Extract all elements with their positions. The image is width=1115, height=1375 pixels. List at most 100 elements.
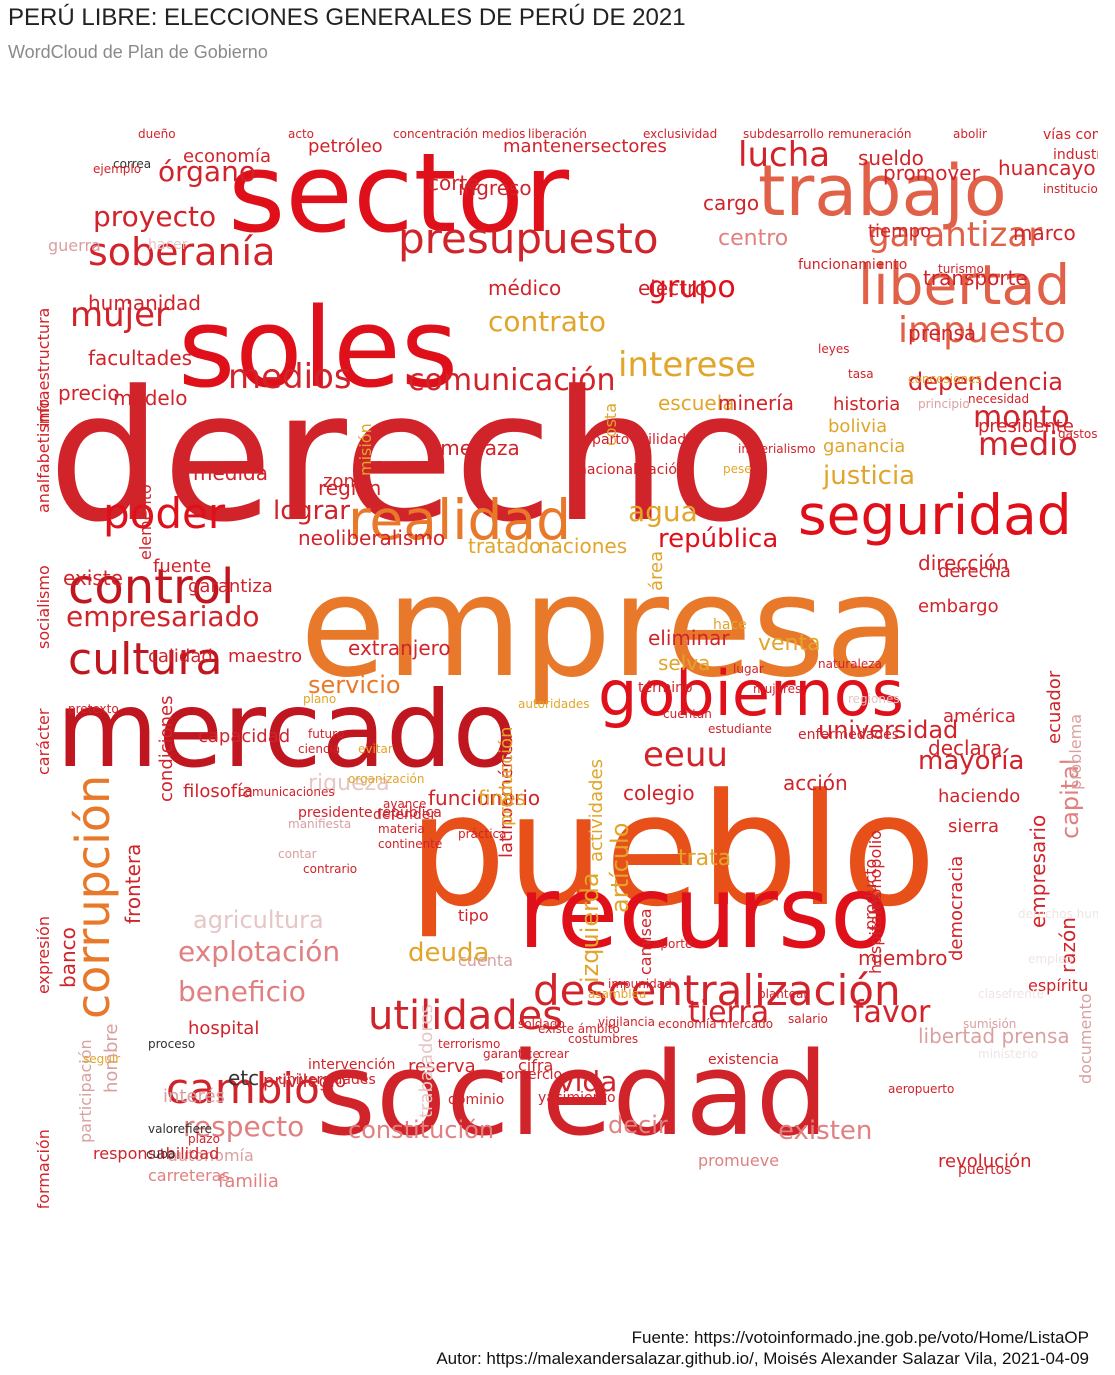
cloud-word: eeuu: [643, 735, 728, 775]
cloud-word: materia: [378, 822, 425, 836]
cloud-word: cifra: [518, 1056, 554, 1075]
cloud-word: cuenta: [458, 951, 513, 970]
cloud-word: escuela: [658, 391, 735, 415]
cloud-word: prensa: [908, 321, 977, 345]
cloud-word: dominio: [448, 1092, 505, 1108]
word-cloud: derecho empresa pueblo sociedad sector soles m…: [18, 118, 1098, 1208]
cloud-word: tipo: [458, 906, 489, 925]
cloud-word: proceso: [148, 1037, 196, 1051]
cloud-word: término: [638, 680, 693, 696]
cloud-word: amenaza: [428, 436, 520, 460]
cloud-word: historia: [833, 394, 901, 415]
cloud-word: analfabetismo: [34, 398, 53, 513]
cloud-word: médico: [488, 276, 562, 300]
cloud-word: beneficio: [178, 975, 306, 1008]
cloud-word: embargo: [918, 596, 999, 617]
cloud-word: ecuador: [1044, 670, 1065, 744]
cloud-word: centro: [718, 226, 789, 251]
cloud-word: problema: [1066, 713, 1085, 790]
cloud-word: fuente: [153, 556, 212, 577]
cloud-word: artículo: [606, 822, 634, 914]
cloud-word: lugar: [733, 662, 764, 676]
cloud-word: documento: [1076, 993, 1095, 1085]
cloud-word: existe: [63, 566, 123, 590]
cloud-word: interese: [618, 345, 757, 385]
cloud-word: derecha: [938, 561, 1011, 582]
cloud-word: gastos: [1058, 427, 1098, 441]
cloud-word: responsabilidad: [93, 1144, 220, 1163]
cloud-word: filosofía: [183, 781, 254, 802]
cloud-word: gobiernos: [598, 657, 904, 730]
cloud-word: abolir: [953, 127, 987, 141]
cloud-word: remuneración: [828, 127, 912, 141]
cloud-word: mercado: [56, 669, 517, 791]
cloud-word: garantizar: [868, 215, 1043, 255]
cloud-word: medio: [978, 425, 1078, 463]
cloud-word: revolución: [938, 1151, 1032, 1172]
cloud-word: justicia: [823, 461, 916, 491]
cloud-word: presupuesto: [398, 214, 659, 263]
author-caption: Autor: https://malexandersalazar.github.…: [436, 1349, 1089, 1368]
cloud-word: ministerio: [978, 1047, 1038, 1061]
cloud-word: mujeres: [753, 682, 802, 696]
cloud-word: neoliberalismo: [298, 526, 446, 550]
cloud-word: deuda: [408, 938, 490, 968]
cloud-word: socialismo: [34, 565, 53, 649]
cloud-word: declara: [928, 736, 1003, 760]
cloud-word: región: [318, 476, 382, 500]
cloud-word: dueño: [138, 127, 176, 141]
cloud-word: clase: [978, 987, 1009, 1001]
cloud-word: plantear: [758, 987, 809, 1001]
cloud-word: empleo: [1028, 952, 1073, 966]
cloud-word: presidente república: [298, 805, 442, 821]
cloud-word: agricultura: [193, 906, 324, 934]
cloud-word: seguir: [83, 1052, 121, 1066]
chart-subtitle: WordCloud de Plan de Gobierno: [8, 42, 268, 62]
cloud-word: respecto: [183, 1110, 305, 1143]
chart-title: PERÚ LIBRE: ELECCIONES GENERALES DE PERÚ…: [8, 4, 686, 31]
cloud-word: precio: [58, 381, 120, 405]
cloud-word: concesiones: [908, 372, 982, 386]
cloud-word: existencia: [708, 1052, 779, 1068]
cloud-word: contrato: [488, 305, 607, 338]
cloud-word: cambio: [166, 1064, 320, 1113]
cloud-word: refiere: [173, 1122, 213, 1136]
cloud-word: constitución: [348, 1116, 495, 1144]
cloud-word: misión: [356, 422, 375, 476]
cloud-word: práctica: [458, 827, 507, 841]
cloud-word: organización: [348, 772, 425, 786]
cloud-word: regiones: [848, 692, 900, 706]
cloud-word: mujer: [70, 295, 170, 335]
cloud-word: carácter: [34, 708, 53, 775]
cloud-word: cuentan: [663, 707, 712, 721]
cloud-word: recurso: [518, 854, 892, 971]
cloud-word: monto: [973, 400, 1070, 435]
cloud-word: reserva: [408, 1056, 476, 1077]
cloud-word: hospitales: [866, 892, 885, 974]
cloud-word: soberanía: [88, 230, 276, 274]
cloud-word: soldado: [518, 1017, 565, 1031]
cloud-word: crear: [538, 1047, 569, 1061]
cloud-word: corte: [428, 171, 480, 195]
cloud-word: riqueza: [308, 771, 390, 796]
cloud-word: liberación: [528, 127, 587, 141]
cloud-word: haciendo: [938, 786, 1021, 807]
cloud-word: principio: [918, 397, 970, 411]
cloud-word: dependencia: [908, 368, 1063, 396]
cloud-word: ciencia: [298, 742, 341, 756]
cloud-word: impuesto: [898, 310, 1066, 351]
cloud-word: vida: [558, 1065, 618, 1098]
cloud-word: asamblea: [588, 987, 647, 1001]
cloud-word: naciones: [538, 534, 628, 558]
cloud-word: garantice: [483, 1047, 540, 1061]
cloud-word: lograr: [273, 496, 350, 526]
cloud-word: tratado: [468, 534, 542, 558]
cloud-word: pese: [723, 462, 752, 476]
cloud-word: existe ámbito: [538, 1022, 620, 1036]
cloud-word: guerra: [48, 236, 101, 255]
cloud-word: garantiza: [188, 576, 273, 597]
cloud-word: enfermedades: [798, 727, 900, 743]
cloud-word: economía: [183, 146, 271, 167]
cloud-word: proyecto: [93, 200, 217, 233]
cloud-word: reparto utilidades: [578, 432, 703, 448]
